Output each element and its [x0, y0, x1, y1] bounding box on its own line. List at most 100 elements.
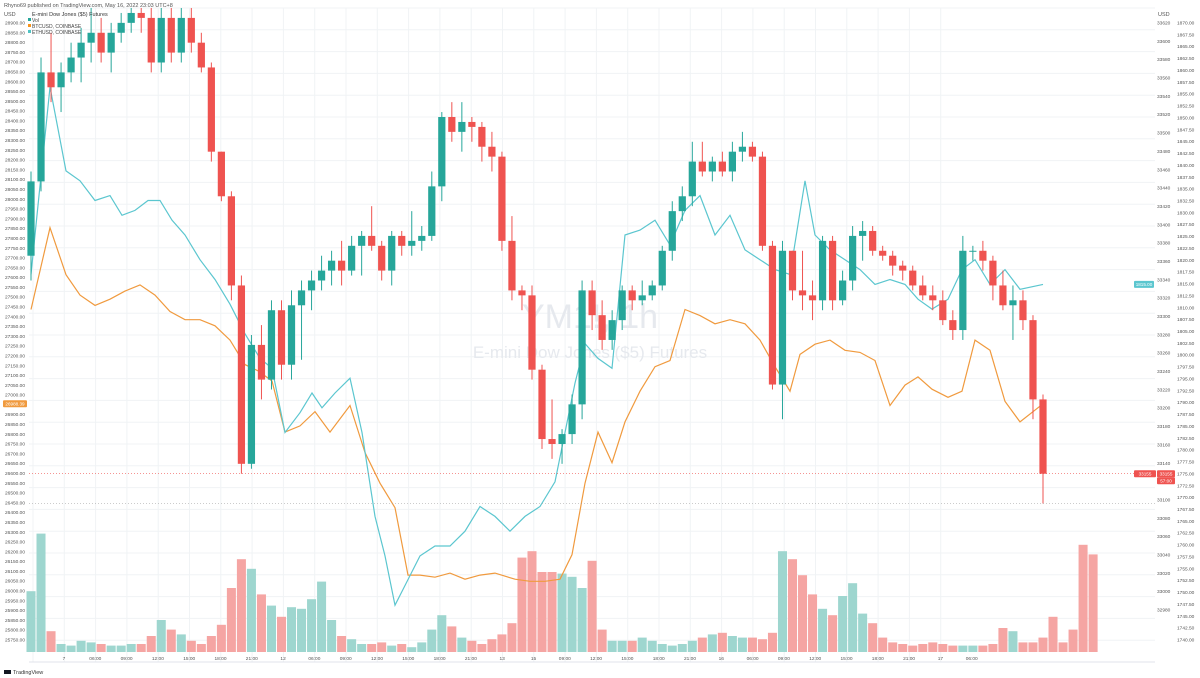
right-outer-tick-label: 1862.50: [1177, 56, 1195, 62]
candle: [768, 240, 777, 390]
right-outer-tick-label: 1777.50: [1177, 460, 1195, 466]
volume-bar: [717, 632, 727, 652]
time-axis[interactable]: 7 06:00 09:00 12:00 15:00 18:00 21:00 12 06:00 09…: [29, 656, 1155, 663]
volume-bar: [958, 645, 968, 652]
right-outer-tick-label: 1855.00: [1177, 92, 1195, 98]
candle-body: [127, 12, 135, 23]
volume-bar: [497, 634, 507, 652]
candle-body: [247, 344, 256, 464]
candle: [127, 8, 135, 33]
left-tick-label: 26400.00: [5, 510, 25, 516]
candle: [267, 300, 276, 390]
candle-body: [107, 32, 115, 53]
volume-bar: [136, 644, 146, 652]
right-inner-tick-label: 33160: [1157, 442, 1171, 448]
left-currency: USD: [4, 12, 16, 18]
volume-bar: [36, 533, 46, 652]
volume-bar: [1038, 637, 1048, 652]
volume-bar: [417, 642, 427, 652]
volume-bar: [878, 637, 888, 652]
chart-header: Rhyno69 published on TradingView.com, Ma…: [4, 3, 1170, 36]
candle-body: [949, 320, 957, 331]
candle-body: [578, 290, 586, 405]
candle: [77, 27, 85, 83]
price-tags: 33155 57:00 33155 1815.00 26988.39: [3, 280, 1175, 485]
right-inner-tick-label: 33100: [1157, 497, 1171, 503]
right-inner-tick-label: 33020: [1157, 571, 1171, 577]
volume-bar: [787, 559, 798, 652]
candle: [167, 8, 175, 63]
volume-bar: [1028, 642, 1038, 652]
right-inner-tick-label: 33320: [1157, 296, 1171, 302]
left-price-axis[interactable]: 28900.00 28850.00 28800.00 28750.00 28700.00…: [5, 21, 25, 644]
right-outer-tick-label: 1827.50: [1177, 222, 1195, 228]
right-outer-tick-label: 1787.50: [1177, 412, 1195, 418]
right-inner-tick-label: 33000: [1157, 589, 1171, 595]
right-outer-tick-label: 1795.00: [1177, 376, 1195, 382]
left-tick-label: 27550.00: [5, 285, 25, 291]
volume-bar: [637, 637, 647, 652]
volume-bar: [337, 636, 347, 652]
candle-body: [398, 235, 406, 246]
candle: [838, 270, 847, 306]
right-outer-tick-label: 1845.00: [1177, 139, 1195, 145]
left-tick-label: 27800.00: [5, 236, 25, 242]
volume-bar: [1068, 629, 1078, 652]
left-tick-label: 26700.00: [5, 451, 25, 457]
candle-body: [538, 369, 546, 440]
volume-bar: [387, 645, 397, 652]
right-outer-tick-label: 1767.50: [1177, 507, 1195, 513]
volume-bar: [477, 644, 487, 652]
candle-body: [378, 245, 386, 271]
time-tick-label: 12:00: [152, 656, 164, 662]
volume-bar: [988, 644, 998, 652]
right-outer-tick-label: 1832.50: [1177, 198, 1195, 204]
candle-body: [808, 295, 817, 301]
candle: [748, 141, 757, 162]
candle: [408, 211, 416, 256]
right-inner-tick-label: 33220: [1157, 387, 1171, 393]
candle-body: [598, 315, 606, 340]
grid: [29, 7, 1155, 662]
candle-body: [37, 72, 45, 182]
candle: [27, 171, 35, 281]
left-tick-label: 28450.00: [5, 109, 25, 115]
candle-body: [257, 344, 266, 380]
right-inner-tick-label: 33420: [1157, 204, 1171, 210]
right-outer-tick-label: 1822.50: [1177, 246, 1195, 252]
candle: [418, 226, 426, 251]
right-currency: USD: [1158, 12, 1170, 18]
ym-price-tag-inner-label: 33155: [1139, 472, 1152, 477]
right-outer-tick-label: 1857.50: [1177, 80, 1195, 86]
candle: [638, 280, 646, 306]
volume-bar: [276, 616, 287, 652]
volume-bar: [427, 629, 437, 652]
right-outer-tick-label: 1760.00: [1177, 543, 1195, 549]
candle-body: [658, 250, 666, 286]
candle: [1009, 285, 1017, 340]
volume-bar: [457, 637, 467, 652]
volume-bar: [437, 615, 447, 652]
left-tick-label: 27500.00: [5, 295, 25, 301]
time-tick-label: 09:00: [121, 656, 133, 662]
right-outer-tick-label: 1867.50: [1177, 32, 1195, 38]
candle: [247, 335, 256, 469]
left-tick-label: 28350.00: [5, 128, 25, 134]
candle: [778, 240, 787, 420]
candle-body: [348, 245, 356, 271]
right-inner-tick-label: 33600: [1157, 39, 1171, 45]
volume-bar: [126, 644, 136, 652]
candle-body: [899, 265, 907, 271]
candle-body: [558, 434, 566, 444]
volume-bar: [838, 596, 848, 652]
volume-bar: [1088, 554, 1098, 652]
volume-bar: [166, 629, 176, 652]
candle-body: [708, 161, 716, 172]
right-price-axis[interactable]: 33620 33600 33580 33560 33540 33520 33500 33480…: [1157, 21, 1195, 644]
right-inner-tick-label: 33060: [1157, 534, 1171, 540]
candle: [969, 245, 977, 261]
candle: [558, 429, 566, 464]
right-inner-tick-label: 33240: [1157, 369, 1171, 375]
left-tick-label: 27750.00: [5, 246, 25, 252]
